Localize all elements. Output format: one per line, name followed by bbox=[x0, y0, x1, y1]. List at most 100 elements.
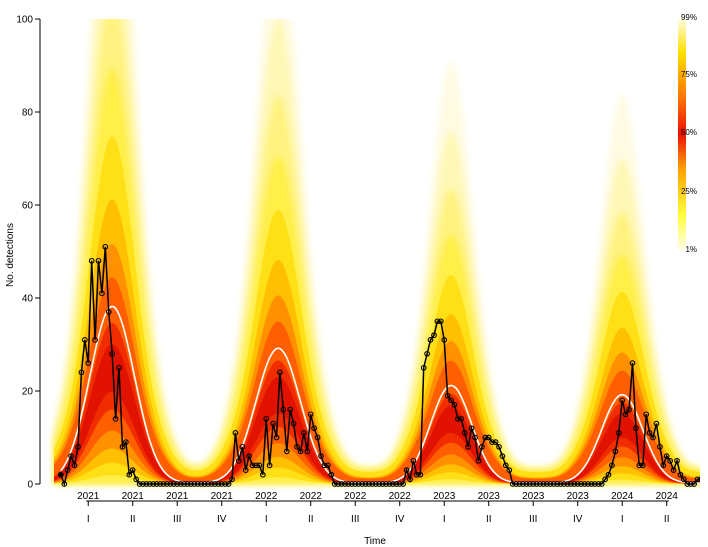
observed-point bbox=[444, 392, 451, 399]
observed-point bbox=[379, 481, 386, 487]
observed-point bbox=[129, 467, 136, 473]
observed-point bbox=[496, 443, 502, 450]
observed-point bbox=[537, 481, 543, 487]
observed-point bbox=[153, 481, 160, 487]
y-axis-title: No. detections bbox=[5, 223, 16, 287]
x-tick-year-label: 2023 bbox=[478, 491, 501, 502]
observed-point bbox=[633, 425, 639, 432]
observed-point bbox=[533, 481, 540, 487]
observed-point bbox=[561, 481, 567, 487]
observed-point bbox=[485, 434, 492, 441]
observed-point bbox=[420, 364, 427, 371]
observed-point bbox=[362, 481, 369, 487]
x-tick-year-label: 2022 bbox=[300, 491, 323, 502]
observed-point bbox=[61, 481, 68, 487]
observed-point bbox=[383, 481, 389, 487]
x-tick-quarter-label: III bbox=[351, 514, 359, 525]
observed-point bbox=[81, 337, 88, 343]
observed-point bbox=[174, 481, 181, 487]
x-tick-quarter-label: I bbox=[87, 514, 90, 525]
legend-label: 75% bbox=[681, 70, 697, 79]
observed-point bbox=[301, 430, 307, 436]
observed-point bbox=[619, 397, 626, 404]
observed-point bbox=[598, 481, 605, 487]
observed-point bbox=[355, 481, 362, 487]
observed-point bbox=[554, 481, 561, 487]
x-tick-year-label: 2022 bbox=[344, 491, 367, 502]
legend-label: 1% bbox=[685, 245, 697, 254]
observed-point bbox=[201, 481, 208, 487]
observed-point bbox=[324, 462, 331, 469]
x-tick-year-label: 2022 bbox=[389, 491, 412, 502]
observed-point bbox=[150, 481, 157, 487]
observed-point bbox=[249, 462, 256, 469]
observed-point bbox=[544, 481, 550, 487]
observed-point bbox=[191, 481, 198, 487]
observed-point bbox=[348, 481, 355, 487]
observed-point bbox=[88, 257, 95, 264]
observed-point bbox=[342, 481, 348, 487]
observed-point bbox=[585, 481, 591, 487]
x-tick-quarter-label: IV bbox=[217, 514, 227, 525]
observed-point bbox=[297, 448, 304, 455]
observed-point bbox=[413, 471, 420, 478]
observed-point bbox=[338, 481, 345, 487]
observed-point bbox=[304, 448, 311, 455]
observed-point bbox=[212, 481, 218, 487]
observed-point bbox=[246, 453, 252, 459]
observed-point bbox=[140, 481, 146, 487]
observed-point bbox=[489, 439, 495, 445]
x-tick-quarter-label: I bbox=[443, 514, 446, 525]
observed-point bbox=[123, 439, 129, 445]
legend-label: 99% bbox=[681, 13, 697, 22]
observed-point bbox=[434, 318, 441, 325]
observed-point bbox=[376, 481, 383, 487]
observed-point bbox=[667, 457, 673, 464]
x-tick-year-label: 2023 bbox=[567, 491, 590, 502]
observed-point bbox=[571, 481, 578, 487]
observed-point bbox=[318, 453, 324, 459]
observed-point bbox=[290, 420, 297, 427]
observed-point bbox=[229, 476, 235, 483]
x-tick-quarter-label: I bbox=[265, 514, 268, 525]
y-tick-label: 0 bbox=[27, 480, 33, 491]
observed-point bbox=[684, 481, 691, 487]
observed-point bbox=[468, 425, 475, 432]
observed-point bbox=[424, 350, 430, 357]
observed-point bbox=[643, 411, 650, 418]
observed-point bbox=[403, 467, 410, 473]
observed-point bbox=[232, 430, 239, 436]
observed-point bbox=[687, 481, 694, 487]
observed-point bbox=[407, 476, 413, 483]
observed-point bbox=[479, 443, 485, 450]
observed-point bbox=[441, 337, 448, 343]
x-tick-year-label: 2024 bbox=[656, 491, 679, 502]
x-tick-quarter-label: IV bbox=[573, 514, 583, 525]
observed-point bbox=[57, 471, 64, 478]
observed-point bbox=[218, 481, 225, 487]
observed-point bbox=[263, 416, 270, 422]
observed-point bbox=[164, 481, 170, 487]
observed-point bbox=[677, 471, 684, 478]
observed-point bbox=[133, 476, 140, 483]
observed-point bbox=[650, 434, 656, 441]
observed-point bbox=[205, 481, 211, 487]
observed-point bbox=[352, 481, 359, 487]
observed-point bbox=[574, 481, 581, 487]
observed-point bbox=[499, 453, 506, 459]
y-axis: 0 20 40 60 80 100 bbox=[16, 15, 41, 491]
observed-point bbox=[314, 434, 321, 441]
observed-point bbox=[564, 481, 571, 487]
observed-point bbox=[390, 481, 396, 487]
observed-point bbox=[239, 443, 246, 450]
prediction-band-9 bbox=[54, 323, 700, 484]
observed-point bbox=[75, 443, 81, 450]
y-tick-label: 40 bbox=[22, 294, 34, 305]
observed-point bbox=[396, 481, 403, 487]
observed-point bbox=[184, 481, 191, 487]
observed-point bbox=[273, 434, 280, 441]
observed-point bbox=[208, 481, 215, 487]
observed-point bbox=[509, 481, 516, 487]
observed-point bbox=[653, 420, 660, 427]
observed-point bbox=[482, 434, 489, 441]
